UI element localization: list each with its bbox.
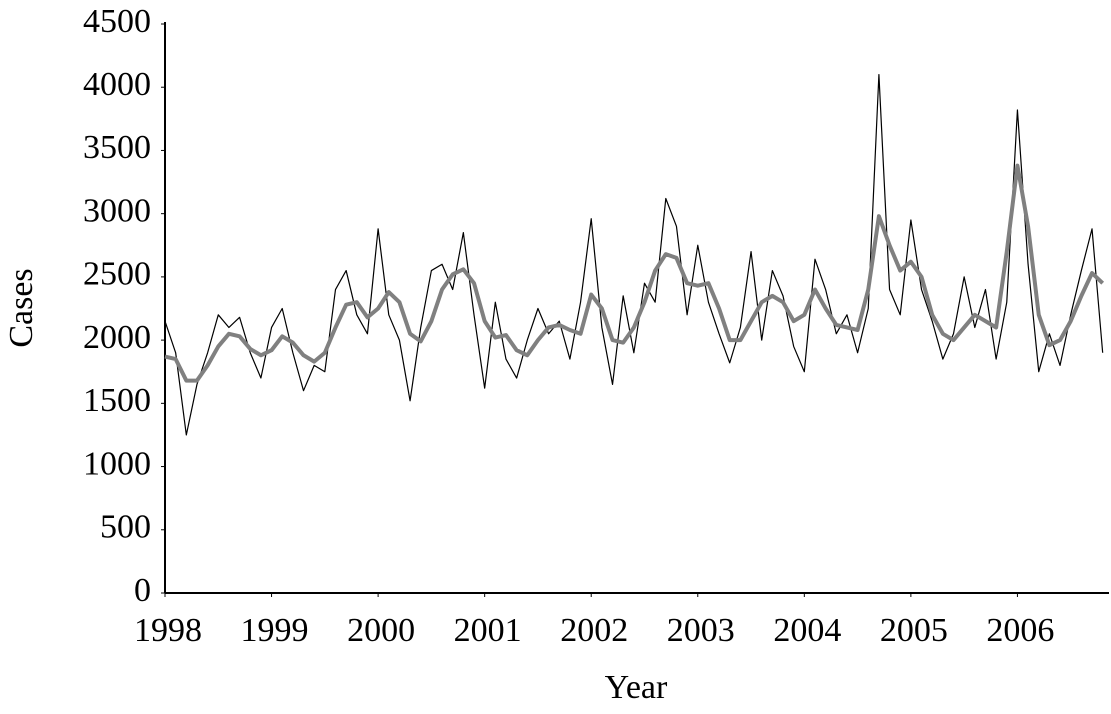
x-tick-label: 2000 [347, 612, 415, 649]
y-tick-label: 3000 [83, 192, 151, 229]
y-tick-label: 0 [134, 572, 151, 609]
x-tick-label: 1998 [134, 612, 202, 649]
x-axis-title: Year [605, 669, 668, 706]
x-tick-label: 2001 [454, 612, 522, 649]
x-tick-label: 2004 [773, 612, 841, 649]
y-tick-label: 2500 [83, 256, 151, 293]
x-tick-label: 2005 [880, 612, 948, 649]
x-tick-label: 2006 [986, 612, 1054, 649]
y-tick-label: 4500 [83, 3, 151, 40]
y-tick-label: 1500 [83, 382, 151, 419]
y-tick-label: 1000 [83, 445, 151, 482]
x-tick-label: 1999 [241, 612, 309, 649]
x-tick-label: 2003 [667, 612, 735, 649]
x-tick-label: 2002 [560, 612, 628, 649]
y-tick-label: 3500 [83, 129, 151, 166]
y-tick-label: 500 [100, 509, 151, 546]
series-line [164, 73, 1104, 436]
series-line [164, 163, 1105, 383]
y-axis-title: Cases [3, 268, 40, 347]
y-tick-label: 4000 [83, 66, 151, 103]
y-tick-label: 2000 [83, 319, 151, 356]
